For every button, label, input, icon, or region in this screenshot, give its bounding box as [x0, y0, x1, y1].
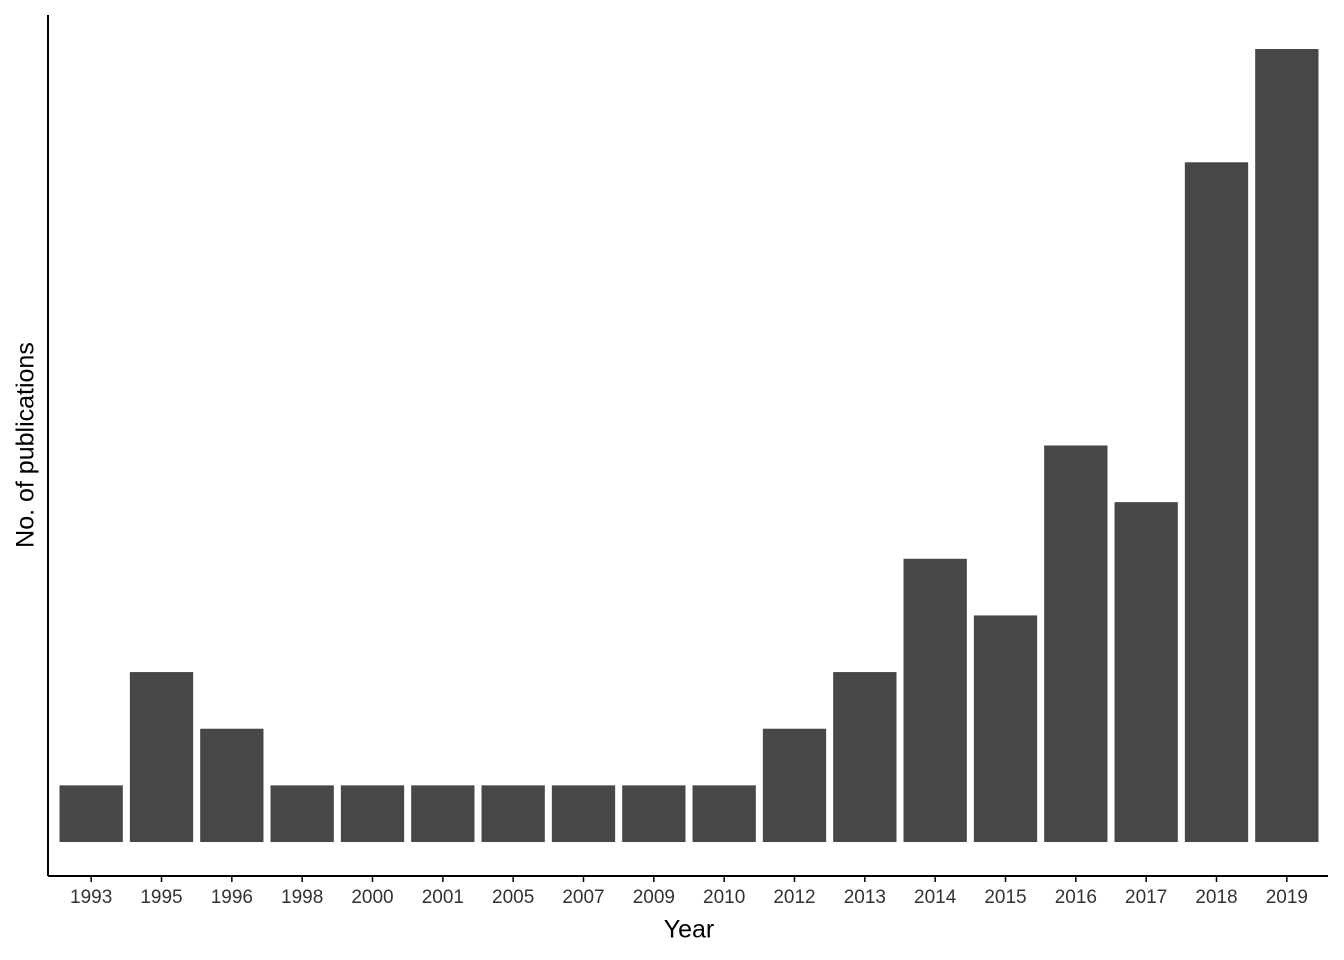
bar: [762, 728, 827, 843]
bar: [270, 785, 334, 843]
x-tick-label: 1993: [70, 887, 112, 908]
bar: [692, 785, 756, 843]
bar: [200, 728, 264, 843]
x-tick-label: 1998: [281, 887, 323, 908]
bar: [1044, 445, 1108, 843]
x-tick-label: 2015: [984, 887, 1026, 908]
bar: [1184, 162, 1249, 843]
bar: [1114, 502, 1178, 843]
bar: [481, 785, 545, 843]
bar: [903, 558, 967, 843]
y-axis-title: No. of publications: [12, 342, 40, 548]
x-tick-label: 2013: [844, 887, 886, 908]
x-tick-label: 2001: [422, 887, 464, 908]
x-tick-label: 2016: [1055, 887, 1097, 908]
bar: [411, 785, 475, 843]
bar: [129, 672, 194, 843]
x-tick-label: 2019: [1266, 887, 1308, 908]
bar: [1255, 48, 1319, 843]
x-tick-label: 2005: [492, 887, 534, 908]
bar: [551, 785, 616, 843]
x-tick-label: 2010: [703, 887, 745, 908]
x-tick-label: 2007: [562, 887, 604, 908]
x-axis-title: Year: [664, 916, 715, 944]
x-tick-label: 2017: [1125, 887, 1167, 908]
bar: [59, 785, 123, 843]
x-tick-label: 2009: [633, 887, 675, 908]
x-tick-label: 2018: [1195, 887, 1237, 908]
bar: [833, 672, 897, 843]
bar: [973, 615, 1038, 843]
x-tick-label: 2000: [351, 887, 393, 908]
x-tick-label: 1996: [211, 887, 253, 908]
x-tick-label: 1995: [140, 887, 182, 908]
bar: [340, 785, 405, 843]
x-tick-label: 2014: [914, 887, 957, 908]
x-tick-label: 2012: [773, 887, 815, 908]
bar: [622, 785, 686, 843]
